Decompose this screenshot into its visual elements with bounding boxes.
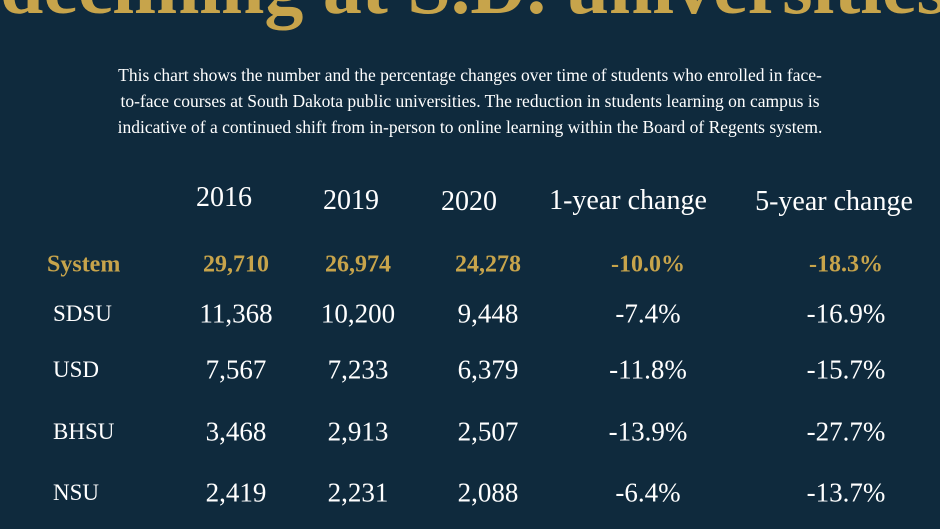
column-header: 2020 [441, 186, 497, 217]
table-cell: -18.3% [809, 251, 883, 278]
table-cell: -13.9% [608, 416, 688, 447]
table-cell: 3,468 [205, 416, 267, 447]
table-cell: 7,233 [327, 354, 389, 385]
row-label: SDSU [53, 301, 112, 326]
table-cell: -11.8% [609, 354, 687, 385]
description-line: This chart shows the number and the perc… [118, 65, 822, 85]
title: declining at S.D. universities [0, 0, 940, 26]
row-label: USD [53, 357, 100, 382]
table-cell: -27.7% [806, 416, 886, 447]
table-cell: -10.0% [611, 251, 685, 278]
table-cell: -15.7% [806, 354, 886, 385]
table-cell: 2,507 [457, 416, 519, 447]
table-cell: 2,913 [327, 416, 389, 447]
column-header: 1-year change [549, 185, 707, 216]
table-cell: 2,088 [457, 477, 519, 508]
table-cell: 24,278 [455, 251, 521, 278]
row-label: System [47, 251, 121, 278]
table-cell: -13.7% [806, 477, 886, 508]
column-header: 2019 [323, 185, 379, 216]
table-cell: 2,419 [205, 477, 267, 508]
table-cell: 6,379 [457, 354, 519, 385]
column-header: 5-year change [755, 186, 913, 217]
row-label: NSU [53, 480, 100, 505]
table-cell: -6.4% [615, 477, 681, 508]
table-cell: 9,448 [457, 298, 519, 329]
table-cell: 2,231 [327, 477, 389, 508]
table-cell: 7,567 [205, 354, 267, 385]
row-label: BHSU [53, 419, 115, 444]
column-header: 2016 [196, 182, 252, 213]
description-line: to-face courses at South Dakota public u… [120, 91, 820, 111]
table-cell: -7.4% [615, 298, 681, 329]
table-cell: 29,710 [203, 251, 269, 278]
table-cell: -16.9% [806, 298, 886, 329]
table-cell: 26,974 [325, 251, 391, 278]
table-cell: 10,200 [320, 298, 396, 329]
table-cell: 11,368 [199, 298, 273, 329]
description-line: indicative of a continued shift from in-… [117, 117, 823, 137]
